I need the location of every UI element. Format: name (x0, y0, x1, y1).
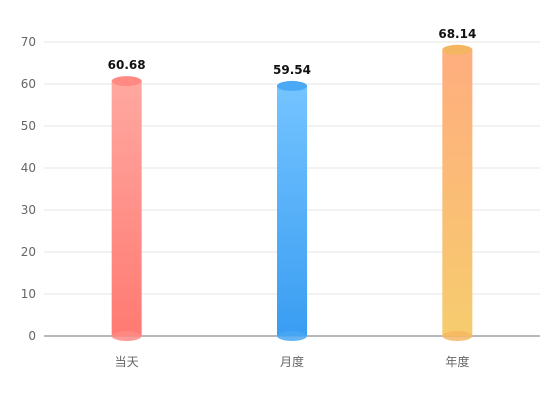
y-tick-label: 20 (21, 245, 36, 259)
y-tick-label: 70 (21, 35, 36, 49)
bar-body (111, 81, 142, 336)
y-tick-label: 40 (21, 161, 36, 175)
x-category-label: 年度 (445, 354, 469, 369)
bars (111, 44, 473, 341)
y-tick-label: 0 (28, 329, 36, 343)
y-tick-label: 30 (21, 203, 36, 217)
y-tick-label: 50 (21, 119, 36, 133)
bar-base-cap (111, 331, 142, 341)
bar-top-cap (277, 80, 307, 91)
data-label: 68.14 (438, 27, 476, 41)
data-label: 60.68 (108, 58, 146, 72)
bar-top-cap (442, 44, 473, 55)
bar-top-cap (111, 76, 142, 87)
bar-1 (111, 76, 142, 341)
bar-body (442, 49, 473, 336)
y-tick-label: 60 (21, 77, 36, 91)
data-labels: 60.68 59.54 68.14 (108, 27, 477, 77)
bar-body (277, 85, 307, 336)
x-category-label: 当天 (115, 355, 139, 369)
y-tick-label: 10 (21, 287, 36, 301)
bar-2 (277, 80, 307, 341)
bar-3 (442, 44, 473, 341)
y-axis-ticks: 0 10 20 30 40 50 60 70 (21, 35, 36, 343)
bar-base-cap (442, 331, 473, 341)
x-axis-categories: 当天 月度 年度 (115, 354, 470, 369)
x-category-label: 月度 (280, 354, 304, 369)
bar-base-cap (277, 331, 307, 341)
data-label: 59.54 (273, 63, 311, 77)
